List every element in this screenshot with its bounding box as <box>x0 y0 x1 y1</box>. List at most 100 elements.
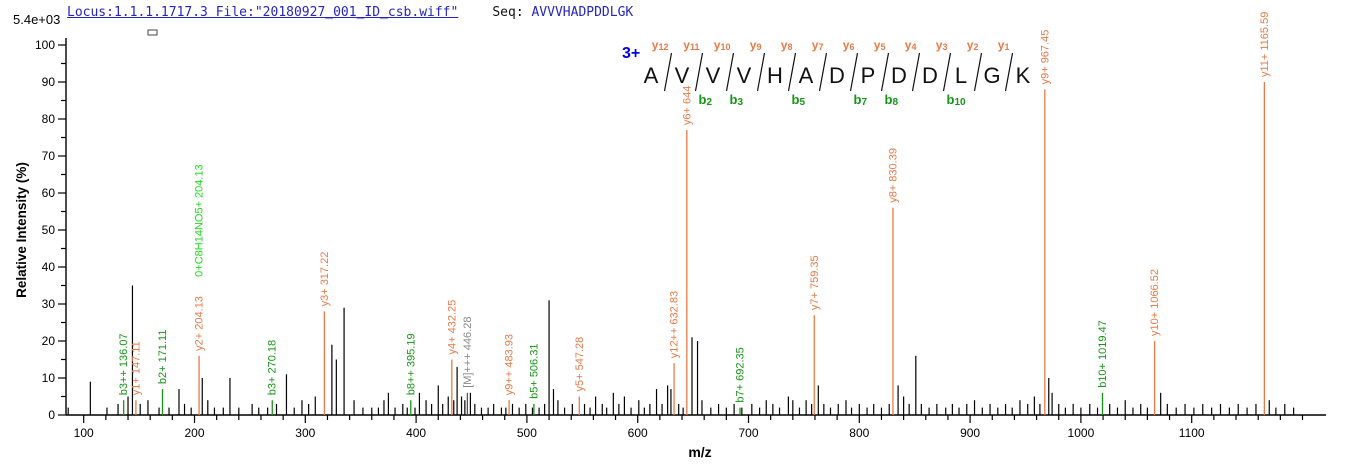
y-ion-label: y8 <box>781 38 793 52</box>
peak-label: b3++ 136.07 <box>118 333 130 395</box>
y-tick-label: 0 <box>48 408 55 422</box>
x-tick-label: 1100 <box>1179 426 1205 440</box>
peak-label: b7+ 692.35 <box>735 347 747 402</box>
y-tick-label: 30 <box>42 297 56 311</box>
peak-label: y8+ 830.39 <box>887 148 899 203</box>
precursor-charge: 3+ <box>622 45 640 62</box>
peak-label: y2+ 204.13 <box>194 296 206 351</box>
noise-peaks <box>67 285 1295 415</box>
fragmentation-mark <box>756 52 766 92</box>
x-tick-label: 900 <box>960 426 980 440</box>
fragmentation-mark <box>1004 52 1014 92</box>
fragmentation-mark <box>663 52 673 92</box>
peak-label: y1+ 147.11 <box>130 341 142 395</box>
y-ion-label: y9 <box>750 38 762 52</box>
residue-letter: V <box>675 63 690 88</box>
y-tick-label: 40 <box>42 260 56 274</box>
y-tick-label: 60 <box>42 186 56 200</box>
peak-label: 0+C8H14NO5+ 204.13 <box>194 164 206 277</box>
y-ion-label: y2 <box>967 38 979 52</box>
residue-letter: V <box>737 63 752 88</box>
labeled-peaks: b3++ 136.07 y1+ 147.11 b2+ 171.11 y2+ 204.1… <box>118 12 1271 415</box>
b-ion-label: b8 <box>885 92 899 108</box>
y-tick-label: 10 <box>42 371 56 385</box>
x-tick-label: 600 <box>628 426 648 440</box>
residue-letter: G <box>983 63 1000 88</box>
seq-label: Seq: <box>492 5 524 20</box>
spectrum-header: Locus:1.1.1.1717.3 File:"20180927_001_ID… <box>67 5 633 20</box>
y-ion-label: y6 <box>843 38 855 52</box>
peak-label: y5+ 547.28 <box>574 337 586 392</box>
y-tick-label: 90 <box>42 75 56 89</box>
residue-letter: H <box>767 63 783 88</box>
peak-label: b8++ 395.19 <box>405 333 417 395</box>
b-ion-label: b5 <box>792 92 806 108</box>
fragmentation-mark <box>973 52 983 92</box>
residue-letter: K <box>1016 63 1031 88</box>
fragmentation-mark <box>849 52 859 92</box>
peak-label: y7+ 759.35 <box>809 255 821 310</box>
x-tick-label: 300 <box>295 426 315 440</box>
peak-label: y4+ 432.25 <box>446 300 458 355</box>
peak-label: y6+ 644 <box>681 86 693 125</box>
marker-square <box>147 29 158 36</box>
residue-letter: L <box>955 63 967 88</box>
y-ion-label: y3 <box>936 38 948 52</box>
peak-label: b3+ 270.18 <box>267 340 279 395</box>
residue-letter: D <box>891 63 907 88</box>
y-ion-label: y7 <box>812 38 824 52</box>
y-ion-label: y12 <box>652 38 669 52</box>
y-tick-label: 80 <box>42 112 56 126</box>
y-tick-label: 50 <box>42 223 56 237</box>
peak-label: y9++ 483.93 <box>504 334 516 395</box>
residue-letter: V <box>706 63 721 88</box>
y-tick-label: 70 <box>42 149 56 163</box>
y-tick-label: 20 <box>42 334 56 348</box>
peak-label: y11+ 1165.59 <box>1259 12 1271 77</box>
fragmentation-mark <box>911 52 921 92</box>
y-axis-title: Relative Intensity (%) <box>14 162 29 298</box>
residue-letter: D <box>829 63 845 88</box>
peak-label: y3+ 317.22 <box>319 252 331 307</box>
residue-letter: A <box>799 63 814 88</box>
y-ion-label: y11 <box>683 38 699 52</box>
x-axis-title: m/z <box>688 444 711 460</box>
x-tick-label: 400 <box>406 426 426 440</box>
y-axis: 0 10 20 30 40 50 60 70 80 90 100 Relative Intensity… <box>14 38 67 422</box>
x-axis: 100 200 300 400 500 600 700 800 900 1000 1100 m/z <box>66 414 1326 460</box>
y-ion-label: y10 <box>714 38 731 52</box>
x-tick-label: 1000 <box>1068 426 1095 440</box>
fragmentation-mark <box>725 52 735 92</box>
b-ion-label: b3 <box>730 92 744 108</box>
locus-file-link[interactable]: Locus:1.1.1.1717.3 File:"20180927_001_ID… <box>67 5 459 20</box>
peak-label: b10+ 1019.47 <box>1097 320 1109 388</box>
fragmentation-mark <box>787 52 797 92</box>
fragmentation-mark <box>942 52 952 92</box>
fragmentation-mark <box>818 52 828 92</box>
fragmentation-mark <box>880 52 890 92</box>
x-tick-label: 200 <box>184 426 204 440</box>
residue-letter: P <box>861 63 876 88</box>
peak-label: b5+ 506.31 <box>528 344 540 399</box>
peak-label: [M]+++ 446.28 <box>462 317 474 388</box>
x-tick-label: 800 <box>849 426 869 440</box>
y-tick-label: 100 <box>35 38 55 52</box>
x-tick-label: 700 <box>738 426 758 440</box>
y-ion-label: y5 <box>874 38 886 52</box>
max-intensity-label: 5.4e+03 <box>13 12 61 27</box>
peak-label: y9+ 967.45 <box>1039 30 1051 85</box>
x-tick-label: 500 <box>517 426 537 440</box>
residue-letter: A <box>644 63 659 88</box>
x-tick-label: 100 <box>74 426 94 440</box>
b-ion-label: b7 <box>854 92 868 108</box>
peak-label: b2+ 171.11 <box>157 330 169 385</box>
seq-value: AVVVHADPDDLGK <box>531 5 634 20</box>
b-ion-label: b10 <box>947 92 967 108</box>
y-ion-label: y4 <box>905 38 917 52</box>
y-ion-label: y1 <box>998 38 1010 52</box>
residue-letter: D <box>922 63 938 88</box>
b-ion-label: b2 <box>699 92 713 108</box>
